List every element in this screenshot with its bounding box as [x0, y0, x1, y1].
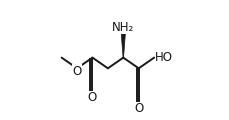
Text: O: O [134, 102, 143, 115]
Text: O: O [87, 91, 97, 104]
Text: NH₂: NH₂ [112, 21, 134, 34]
Text: O: O [72, 65, 81, 78]
Polygon shape [120, 27, 125, 58]
Text: HO: HO [155, 51, 173, 64]
